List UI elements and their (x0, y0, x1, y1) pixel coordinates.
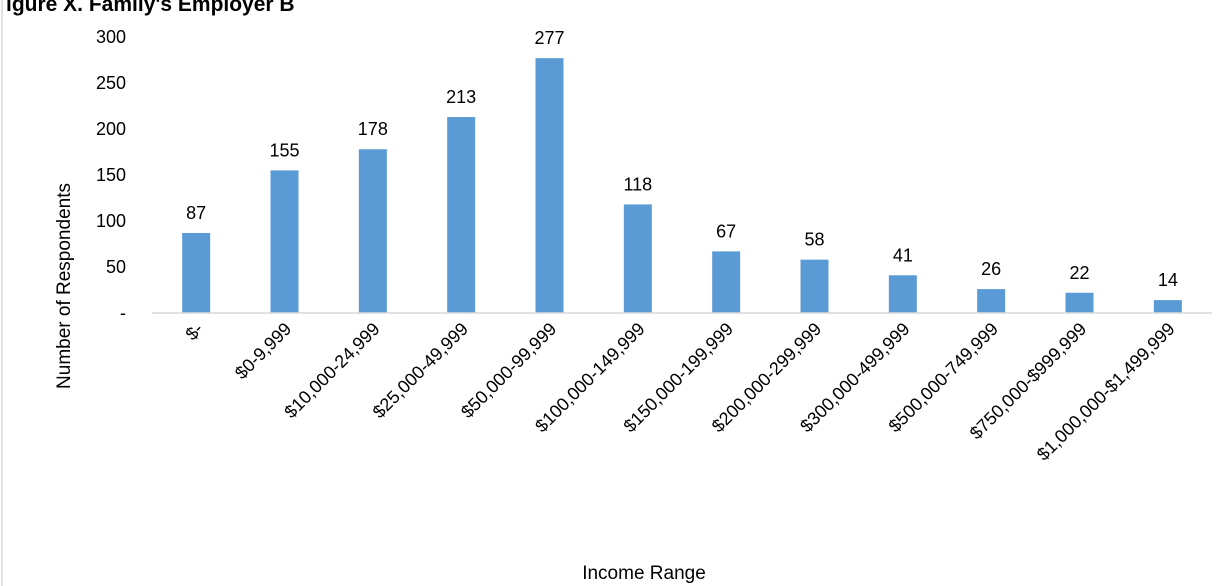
chart-title: igure X. Family's Employer B (6, 0, 295, 16)
data-label: 41 (893, 245, 913, 265)
bar (447, 117, 476, 313)
y-tick-label: 150 (96, 165, 126, 185)
y-tick-label: 300 (96, 27, 126, 47)
data-label: 118 (623, 174, 652, 194)
data-labels: 87 155 178 213 277 118 67 58 41 26 22 14 (186, 28, 1178, 290)
bar (800, 259, 829, 313)
bar (270, 170, 299, 313)
data-label: 67 (716, 221, 736, 241)
bar (623, 204, 652, 313)
x-tick-label: $0-9,999 (231, 319, 295, 383)
data-label: 277 (534, 28, 564, 48)
data-label: 87 (186, 203, 206, 223)
data-label: 14 (1158, 270, 1178, 290)
y-tick-label: 200 (96, 119, 126, 139)
y-tick-label: - (120, 303, 126, 323)
bar (977, 289, 1006, 313)
bars (182, 58, 1182, 313)
bar (1065, 292, 1094, 313)
x-axis-ticks: $- $0-9,999$10,000-24,999$25,000-49,999$5… (182, 319, 1179, 465)
x-tick-label: $10,000-24,999 (280, 319, 383, 422)
bar (358, 149, 387, 313)
y-axis-ticks: - 50 100 150 200 250 300 (96, 27, 126, 323)
data-label: 26 (981, 259, 1001, 279)
y-tick-label: 50 (106, 257, 126, 277)
data-label: 155 (269, 140, 299, 160)
y-tick-label: 250 (96, 73, 126, 93)
bar (182, 232, 211, 313)
bar (535, 58, 564, 313)
data-label: 58 (804, 230, 824, 250)
x-axis-title: Income Range (582, 563, 706, 584)
x-tick-label: $25,000-49,999 (369, 319, 472, 422)
y-tick-label: 100 (96, 211, 126, 231)
data-label: 22 (1069, 263, 1089, 283)
data-label: 178 (358, 119, 388, 139)
x-tick-label: $50,000-99,999 (457, 319, 560, 422)
bar (1153, 300, 1182, 313)
data-label: 213 (446, 87, 476, 107)
y-axis-title: Number of Respondents (54, 183, 75, 389)
bar (712, 251, 741, 313)
bar (888, 275, 917, 313)
x-tick-label: $- (182, 319, 207, 344)
